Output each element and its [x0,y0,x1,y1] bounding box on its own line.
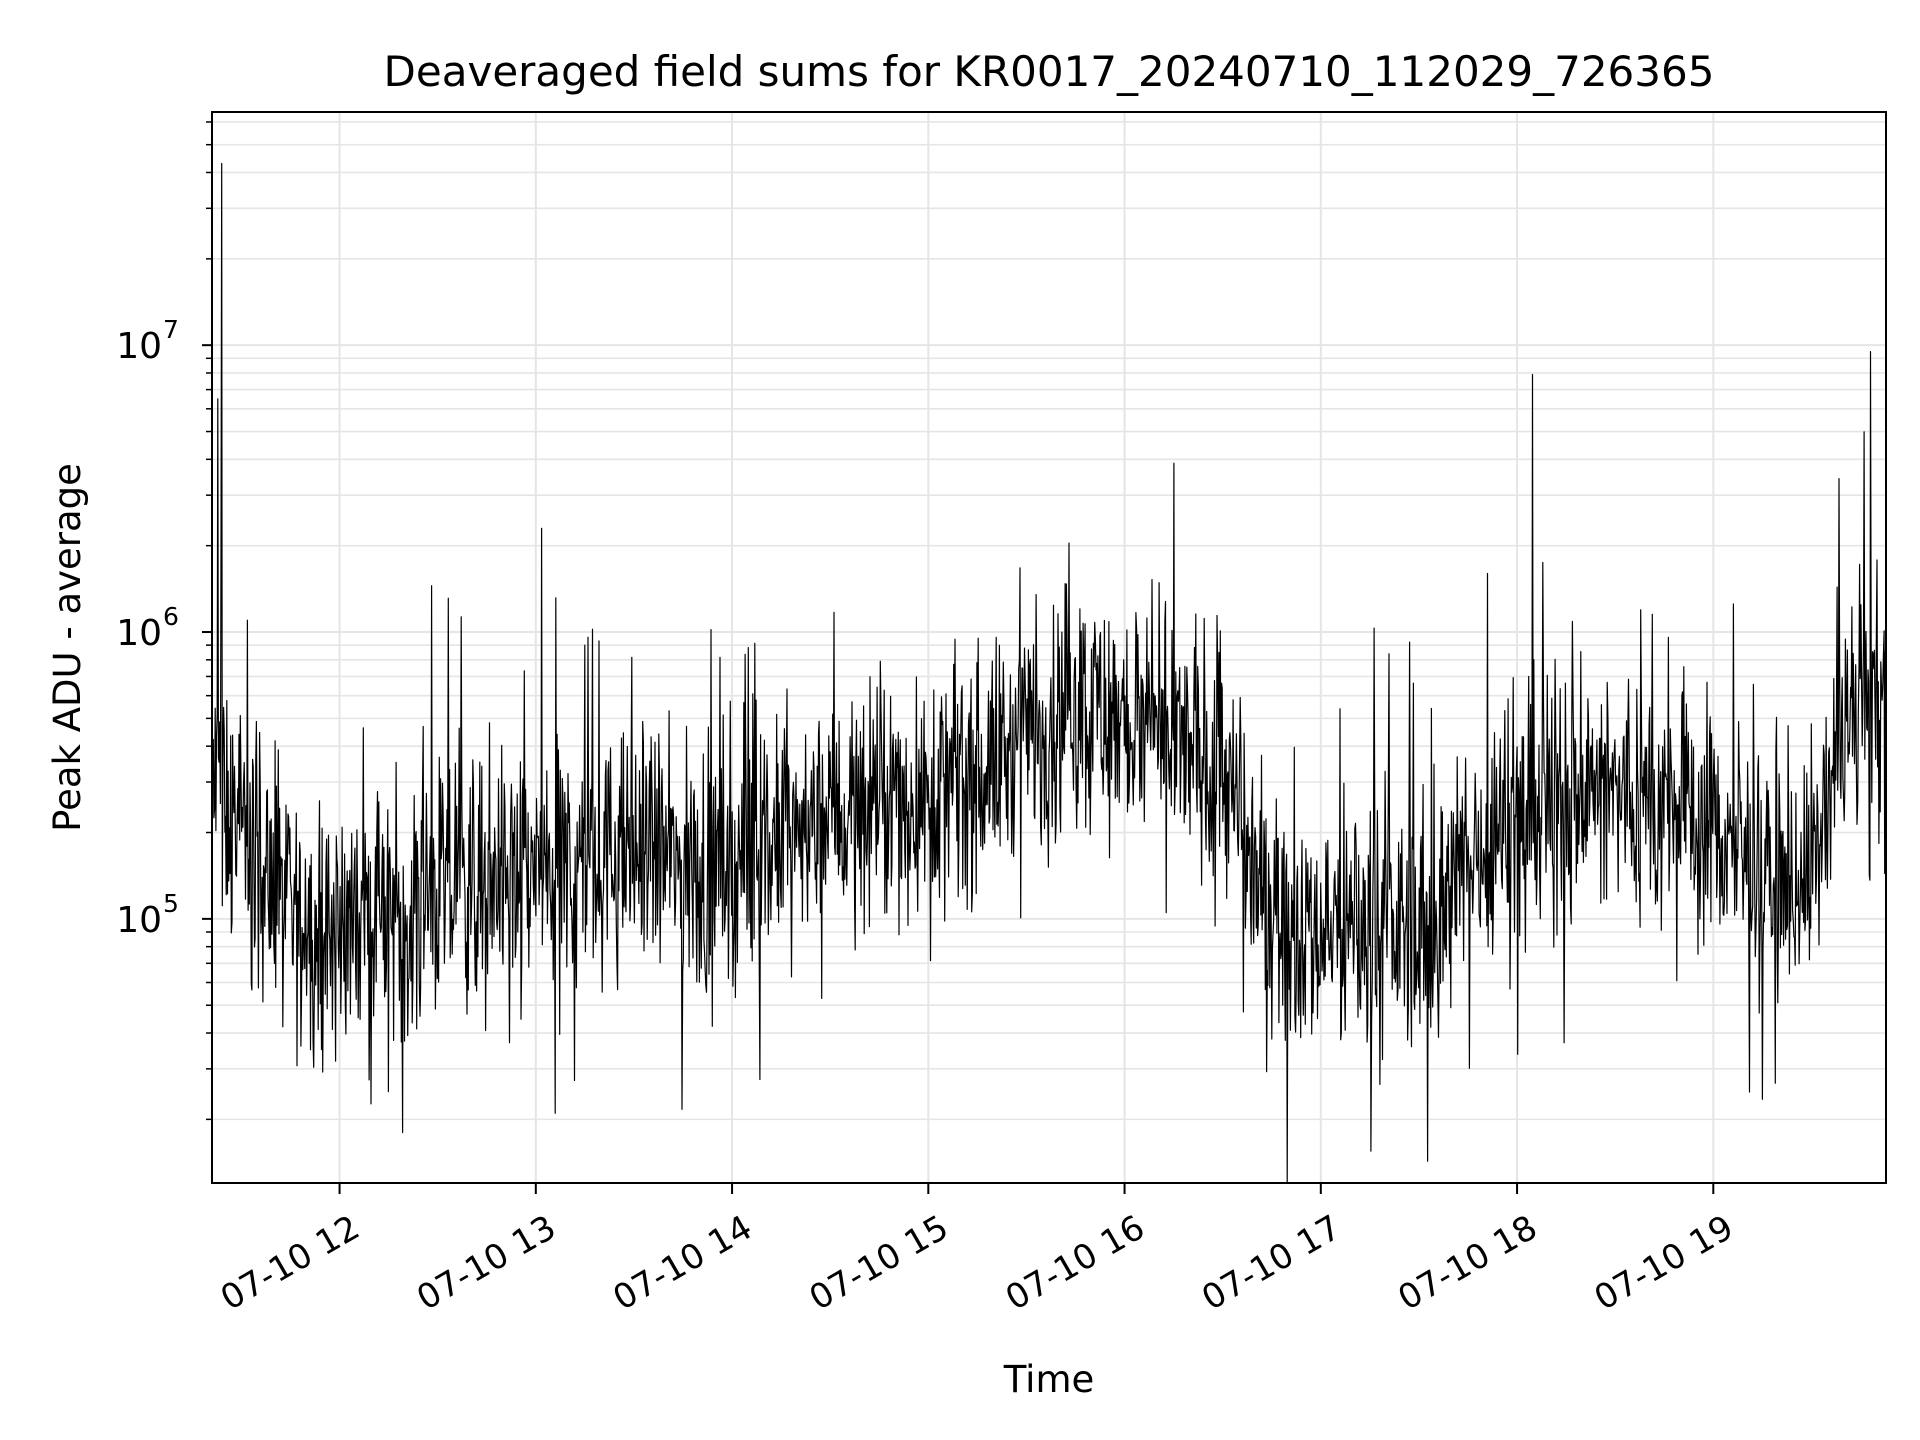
y-tick-label: 10 [116,326,162,367]
plot-frame [211,111,1887,1184]
series-layer [211,162,1887,1184]
x-axis-label: Time [1003,1358,1095,1401]
chart-title: Deaveraged field sums for KR0017_2024071… [384,47,1715,96]
y-tick-label: 10 [116,900,162,941]
y-tick-label-exponent: 7 [163,315,179,344]
y-axis-label: Peak ADU - average [46,463,89,832]
y-tick-label-exponent: 5 [163,889,179,918]
y-tick-label: 10 [116,613,162,654]
series-line [211,162,1887,1184]
y-tick-label-exponent: 6 [163,602,179,631]
